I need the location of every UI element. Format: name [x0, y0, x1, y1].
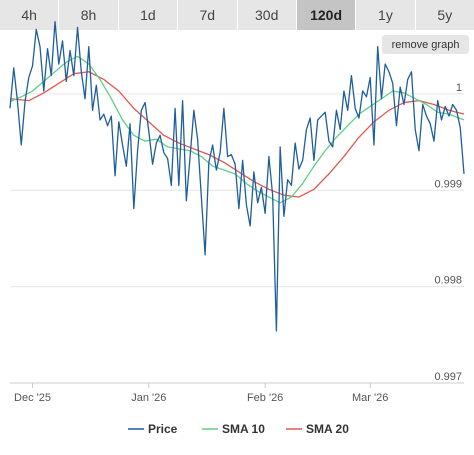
series-line-sma-10: [9, 55, 465, 204]
x-tick-label: Jan '26: [131, 392, 166, 404]
range-tabs: 4h 8h 1d 7d 30d 120d 1y 5y: [0, 0, 474, 30]
y-tick-label: 0.997: [434, 371, 462, 383]
remove-graph-button[interactable]: remove graph: [382, 35, 469, 54]
series-line-price: [9, 20, 465, 332]
tab-1d[interactable]: 1d: [118, 0, 179, 30]
series-line-sma-20: [9, 71, 465, 198]
x-tick-label: Feb '26: [247, 392, 283, 404]
tab-7d[interactable]: 7d: [178, 0, 238, 30]
legend-label[interactable]: SMA 20: [306, 422, 349, 436]
plot-area: [10, 65, 464, 383]
tab-30d[interactable]: 30d: [237, 0, 297, 30]
tab-5y[interactable]: 5y: [415, 0, 474, 30]
legend-label[interactable]: Price: [148, 422, 178, 436]
x-tick-label: Dec '25: [14, 392, 51, 404]
tab-4h[interactable]: 4h: [0, 0, 60, 30]
legend-label[interactable]: SMA 10: [222, 422, 265, 436]
y-tick-label: 0.998: [434, 275, 462, 287]
y-tick-label: 0.999: [434, 178, 462, 190]
tab-1y[interactable]: 1y: [356, 0, 416, 30]
y-tick-label: 1: [456, 82, 462, 94]
x-tick-label: Mar '26: [352, 392, 388, 404]
tab-120d[interactable]: 120d: [296, 0, 357, 30]
tab-8h[interactable]: 8h: [59, 0, 119, 30]
